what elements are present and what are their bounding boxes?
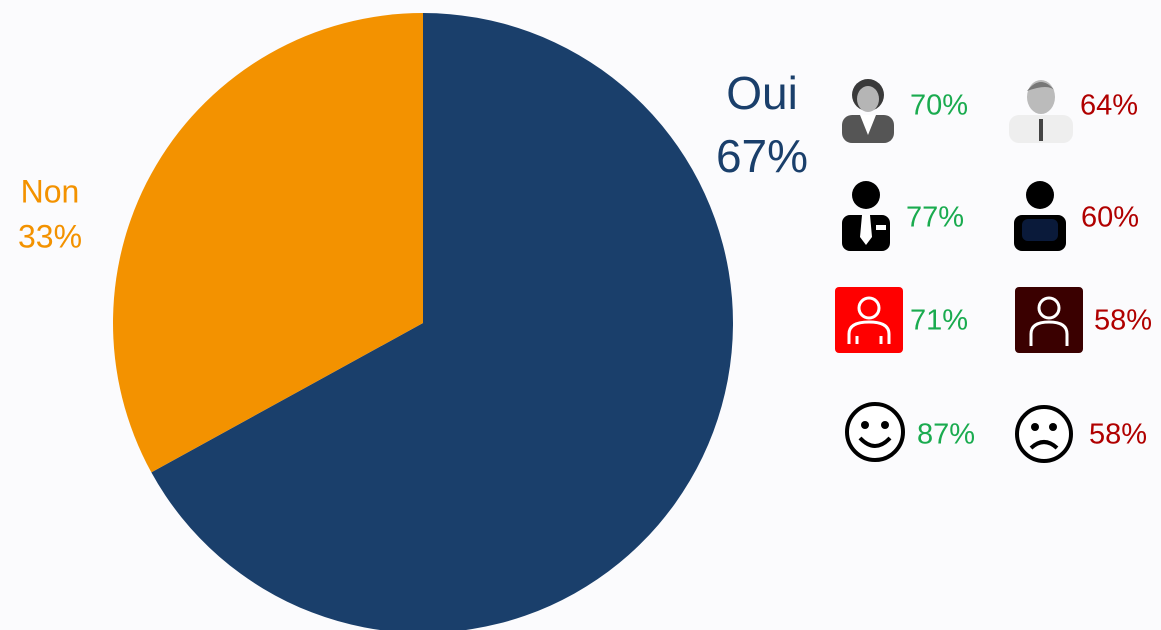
slice-value-label: 33% [18, 218, 82, 254]
icon-person [1014, 181, 1066, 251]
pie [112, 13, 733, 630]
comparison-label: 58% [1094, 305, 1152, 337]
icon-red-user [835, 287, 903, 353]
icon-dark-user [1015, 287, 1083, 353]
icon-employee [842, 181, 890, 251]
icon-woman [842, 79, 894, 143]
comparison-label: 64% [1080, 90, 1138, 122]
slice-value-label: 67% [716, 130, 808, 182]
comparison-label: 87% [917, 419, 975, 451]
pie-slice [151, 13, 733, 630]
comparison-label: 58% [1089, 419, 1147, 451]
icon-smiley [845, 402, 905, 462]
icon-man [1009, 80, 1073, 143]
slice-label: Non [21, 173, 80, 209]
pie-slice [112, 13, 424, 473]
icon-frown [1015, 405, 1073, 463]
slice-label: Oui [726, 67, 798, 119]
comparison-label: 60% [1081, 202, 1139, 234]
comparison-label: 70% [910, 90, 968, 122]
comparison-label: 71% [910, 305, 968, 337]
comparison-label: 77% [906, 202, 964, 234]
